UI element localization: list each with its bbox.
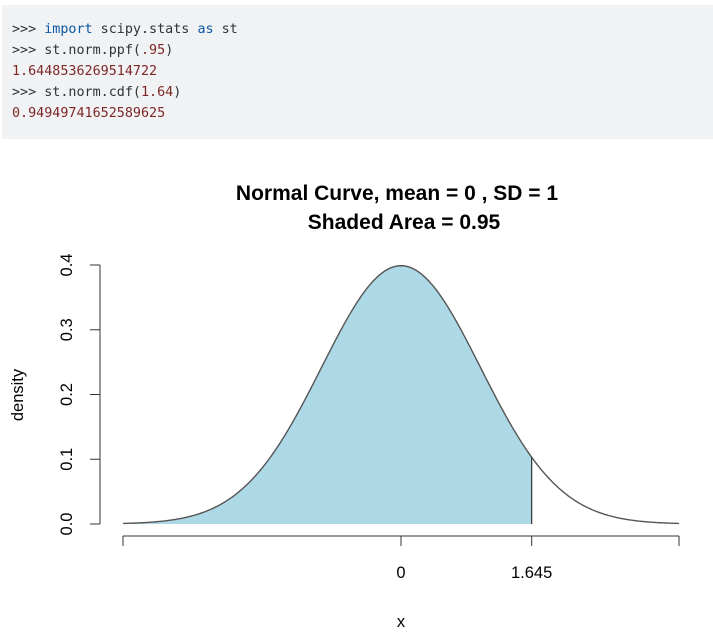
code-text: ) [173,85,182,100]
x-tick-label: 1.645 [511,564,552,582]
x-ticks: 0 1.645 [122,536,680,582]
prompt: >>> [12,85,45,100]
code-line-ppf: >>> st.norm.ppf(.95) [12,40,703,61]
code-block: >>> import scipy.stats as st >>> st.norm… [2,5,713,139]
chart-title: Normal Curve, mean = 0 , SD = 1 [236,182,558,205]
code-line-cdf: >>> st.norm.cdf(1.64) [12,82,703,103]
code-text: st.norm.cdf( [44,85,141,100]
y-tick-label: 0.3 [58,318,76,341]
code-output-ppf: 1.6448536269514722 [12,64,158,79]
y-tick-label: 0.0 [58,513,76,536]
prompt: >>> [12,22,45,37]
code-text: st.norm.ppf( [44,43,141,58]
y-axis-label: density [9,368,27,421]
y-tick-label: 0.2 [58,383,76,406]
code-text: ) [165,43,174,58]
y-ticks: 0.0 0.1 0.2 0.3 0.4 [58,254,100,536]
code-number: 1.64 [141,85,174,100]
keyword-as: as [197,22,214,37]
prompt: >>> [12,43,45,58]
code-output-cdf: 0.94949741652589625 [12,106,166,121]
y-tick-label: 0.1 [58,448,76,471]
x-tick-label: 0 [396,564,405,582]
keyword-import: import [44,22,93,37]
code-line-import: >>> import scipy.stats as st [12,19,703,40]
code-number: .95 [141,43,166,58]
code-text: st [213,22,238,37]
x-axis-label: x [397,613,406,631]
density-curve [122,264,680,525]
chart-subtitle: Shaded Area = 0.95 [308,211,501,234]
shaded-area [123,265,532,524]
code-text: scipy.stats [92,22,198,37]
y-tick-label: 0.4 [58,254,76,277]
